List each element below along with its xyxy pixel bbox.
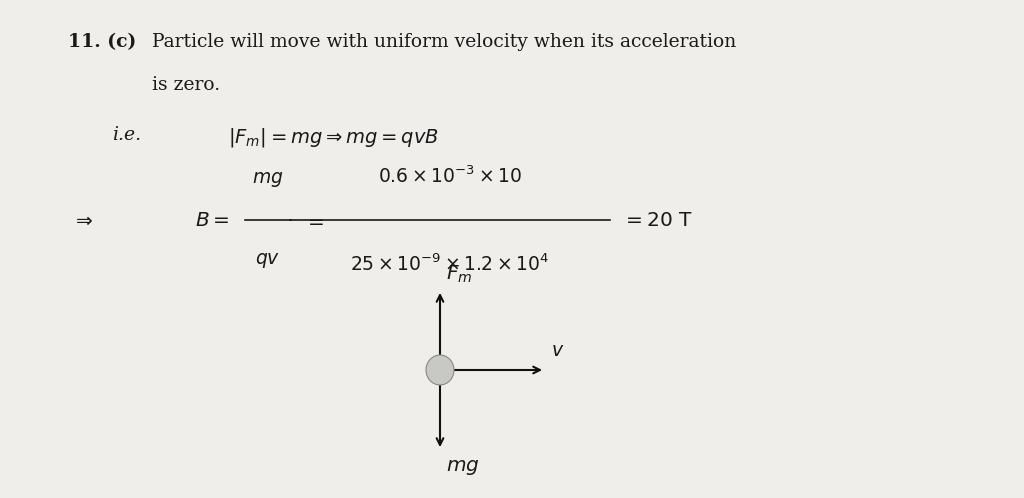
Text: $v$: $v$ bbox=[551, 342, 564, 360]
Text: $mg$: $mg$ bbox=[446, 458, 479, 477]
Text: $mg$: $mg$ bbox=[252, 170, 284, 189]
Text: $\Rightarrow$: $\Rightarrow$ bbox=[72, 211, 94, 230]
Text: $= 20\ \mathrm{T}$: $= 20\ \mathrm{T}$ bbox=[622, 211, 693, 230]
Text: $25\times10^{-9}\times1.2\times10^{4}$: $25\times10^{-9}\times1.2\times10^{4}$ bbox=[350, 253, 550, 274]
Text: $F_m$: $F_m$ bbox=[446, 264, 472, 285]
Text: $0.6\times10^{-3}\times10$: $0.6\times10^{-3}\times10$ bbox=[378, 165, 522, 187]
Text: Particle will move with uniform velocity when its acceleration: Particle will move with uniform velocity… bbox=[152, 33, 736, 51]
Text: is zero.: is zero. bbox=[152, 76, 220, 94]
Text: $qv$: $qv$ bbox=[255, 251, 281, 270]
Text: $|F_{m}| = mg \Rightarrow mg = qvB$: $|F_{m}| = mg \Rightarrow mg = qvB$ bbox=[228, 126, 439, 149]
Text: 11. (c): 11. (c) bbox=[68, 33, 136, 51]
Text: $=$: $=$ bbox=[304, 211, 325, 230]
Text: $B =$: $B =$ bbox=[195, 211, 229, 230]
Text: i.e.: i.e. bbox=[112, 126, 141, 144]
Ellipse shape bbox=[426, 355, 454, 385]
